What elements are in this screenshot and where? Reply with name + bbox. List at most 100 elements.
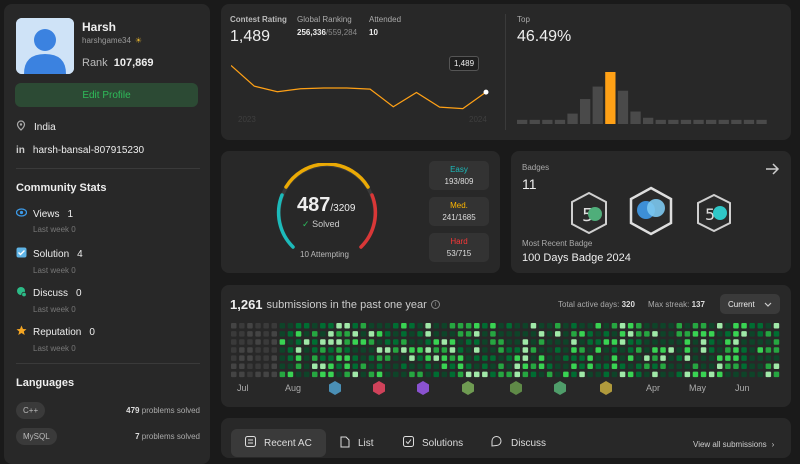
heatmap-cell[interactable] (700, 323, 707, 329)
heatmap-cell[interactable] (708, 331, 715, 337)
heatmap-cell[interactable] (482, 331, 488, 337)
heatmap-cell[interactable] (619, 347, 626, 353)
heatmap-cell[interactable] (287, 355, 294, 361)
heatmap-cell[interactable] (708, 339, 715, 345)
heatmap-cell[interactable] (279, 331, 286, 337)
heatmap-cell[interactable] (555, 347, 561, 353)
heatmap-cell[interactable] (320, 347, 326, 353)
heatmap-cell[interactable] (449, 371, 456, 378)
heatmap-cell[interactable] (295, 371, 302, 378)
heatmap-cell[interactable] (441, 363, 448, 370)
heatmap-cell[interactable] (498, 363, 504, 370)
heatmap-cell[interactable] (506, 371, 512, 378)
heatmap-cell[interactable] (239, 371, 245, 378)
heatmap-cell[interactable] (320, 323, 326, 329)
heatmap-cell[interactable] (652, 331, 658, 337)
heatmap-cell[interactable] (247, 347, 253, 353)
heatmap-cell[interactable] (271, 371, 278, 378)
heatmap-cell[interactable] (263, 371, 269, 378)
heatmap-cell[interactable] (344, 371, 350, 378)
heatmap-cell[interactable] (336, 331, 342, 337)
heatmap-cell[interactable] (530, 339, 537, 345)
heatmap-cell[interactable] (717, 355, 723, 361)
heatmap-cell[interactable] (263, 331, 269, 337)
heatmap-cell[interactable] (376, 339, 383, 345)
heatmap-cell[interactable] (360, 331, 367, 337)
heatmap-cell[interactable] (368, 339, 375, 345)
heatmap-cell[interactable] (490, 363, 496, 370)
heatmap-cell[interactable] (231, 339, 237, 345)
heatmap-cell[interactable] (474, 331, 480, 337)
heatmap-cell[interactable] (401, 363, 407, 370)
heatmap-cell[interactable] (312, 323, 318, 329)
heatmap-cell[interactable] (676, 371, 683, 378)
heatmap-cell[interactable] (522, 371, 529, 378)
heatmap-cell[interactable] (684, 339, 691, 345)
heatmap-cell[interactable] (279, 371, 286, 378)
heatmap-cell[interactable] (433, 331, 440, 337)
heatmap-cell[interactable] (368, 363, 375, 370)
heatmap-cell[interactable] (627, 371, 634, 378)
info-icon[interactable]: i (430, 300, 440, 309)
heatmap-cell[interactable] (465, 323, 472, 329)
heatmap-cell[interactable] (538, 323, 545, 329)
heatmap-cell[interactable] (425, 323, 431, 329)
heatmap-cell[interactable] (603, 363, 610, 370)
heatmap-cell[interactable] (652, 371, 658, 378)
heatmap-cell[interactable] (571, 323, 577, 329)
heatmap-cell[interactable] (352, 347, 359, 353)
heatmap-cell[interactable] (579, 363, 585, 370)
heatmap-cell[interactable] (563, 355, 569, 361)
heatmap-cell[interactable] (571, 371, 577, 378)
heatmap-cell[interactable] (263, 355, 269, 361)
heatmap-cell[interactable] (328, 347, 334, 353)
heatmap-cell[interactable] (287, 347, 294, 353)
arrow-right-icon[interactable] (764, 161, 780, 182)
heatmap-cell[interactable] (684, 323, 691, 329)
heatmap-cell[interactable] (749, 339, 755, 345)
badge-annual-icon[interactable] (628, 186, 674, 236)
heatmap-cell[interactable] (644, 323, 650, 329)
heatmap-cell[interactable] (417, 347, 423, 353)
heatmap-cell[interactable] (303, 347, 310, 353)
heatmap-cell[interactable] (312, 347, 318, 353)
heatmap-cell[interactable] (352, 339, 359, 345)
tab-recent-ac[interactable]: Recent AC (231, 429, 326, 457)
heatmap-cell[interactable] (660, 339, 666, 345)
heatmap-cell[interactable] (538, 339, 545, 345)
heatmap-cell[interactable] (474, 339, 480, 345)
heatmap-cell[interactable] (725, 347, 731, 353)
heatmap-cell[interactable] (433, 371, 440, 378)
heatmap-cell[interactable] (409, 371, 415, 378)
heatmap-cell[interactable] (295, 323, 302, 329)
heatmap-cell[interactable] (627, 363, 634, 370)
heatmap-cell[interactable] (765, 363, 772, 370)
heatmap-cell[interactable] (587, 363, 593, 370)
heatmap-cell[interactable] (368, 355, 375, 361)
heatmap-cell[interactable] (652, 363, 658, 370)
heatmap-cell[interactable] (708, 371, 715, 378)
heatmap-cell[interactable] (328, 371, 334, 378)
heatmap-cell[interactable] (773, 371, 780, 378)
heatmap-cell[interactable] (401, 355, 407, 361)
heatmap-cell[interactable] (603, 371, 610, 378)
heatmap-cell[interactable] (433, 363, 440, 370)
heatmap-cell[interactable] (514, 371, 521, 378)
heatmap-cell[interactable] (676, 363, 683, 370)
heatmap-cell[interactable] (749, 371, 755, 378)
heatmap-cell[interactable] (627, 331, 634, 337)
heatmap-cell[interactable] (708, 347, 715, 353)
heatmap-cell[interactable] (441, 347, 448, 353)
heatmap-cell[interactable] (668, 339, 674, 345)
heatmap-cell[interactable] (652, 339, 658, 345)
heatmap-cell[interactable] (336, 363, 342, 370)
linkedin-row[interactable]: in harsh-bansal-807915230 (16, 145, 144, 156)
heatmap-cell[interactable] (336, 339, 342, 345)
heatmap-cell[interactable] (692, 363, 699, 370)
heatmap-cell[interactable] (271, 363, 278, 370)
heatmap-cell[interactable] (595, 371, 602, 378)
heatmap-cell[interactable] (393, 371, 399, 378)
heatmap-cell[interactable] (465, 331, 472, 337)
heatmap-cell[interactable] (627, 347, 634, 353)
heatmap-cell[interactable] (555, 339, 561, 345)
